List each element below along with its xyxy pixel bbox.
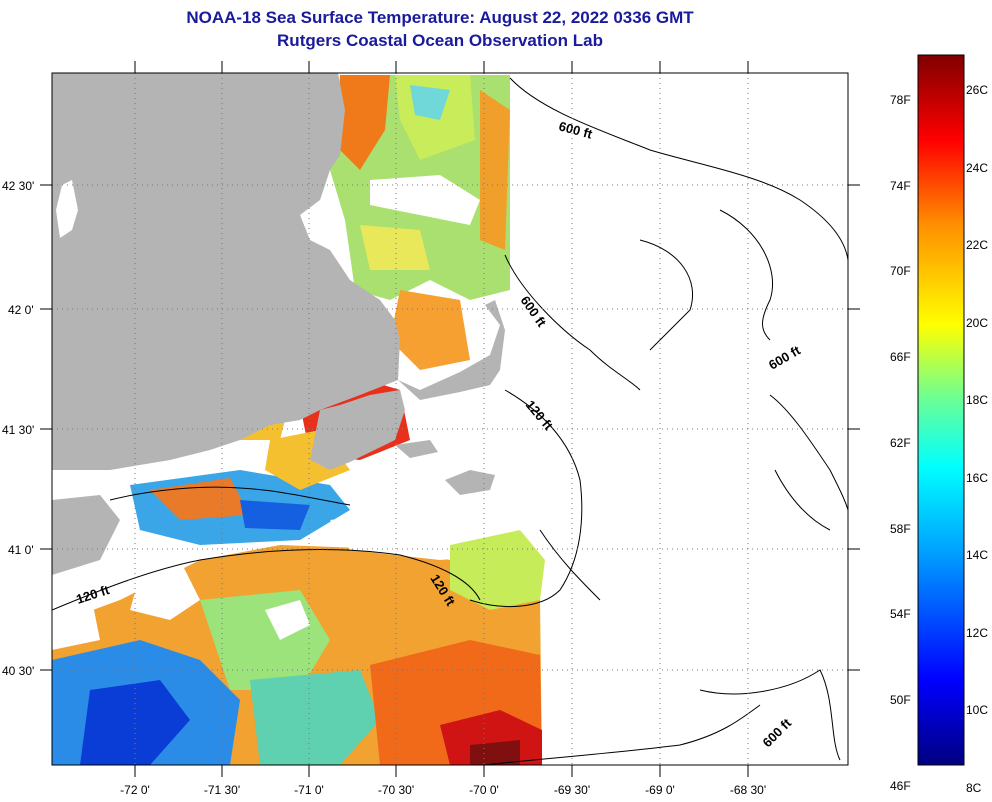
lat-label-42-30: 42 30' bbox=[2, 179, 34, 193]
lon-label-72-0: -72 0' bbox=[120, 783, 150, 797]
colorbar-f-label: 74F bbox=[890, 179, 911, 193]
colorbar-c-label: 22C bbox=[966, 238, 988, 252]
land bbox=[52, 73, 505, 575]
lat-label-41-30: 41 30' bbox=[2, 423, 34, 437]
graticule bbox=[52, 73, 848, 765]
contour-label-120ft-west: 120 ft bbox=[74, 582, 112, 607]
lat-label-42-0: 42 0' bbox=[8, 303, 34, 317]
colorbar-c-label: 10C bbox=[966, 703, 988, 717]
lat-label-40-30: 40 30' bbox=[2, 664, 34, 678]
colorbar-c-label: 14C bbox=[966, 548, 988, 562]
lon-label-71-0: -71 0' bbox=[294, 783, 324, 797]
colorbar-f-label: 66F bbox=[890, 350, 911, 364]
colorbar-c-label: 24C bbox=[966, 161, 988, 175]
colorbar bbox=[917, 54, 965, 766]
contour-label-600ft-north: 600 ft bbox=[557, 118, 594, 141]
colorbar-f-label: 54F bbox=[890, 607, 911, 621]
colorbar-c-label: 8C bbox=[966, 781, 982, 795]
lon-label-69-30: -69 30' bbox=[554, 783, 590, 797]
colorbar-f-label: 50F bbox=[890, 693, 911, 707]
colorbar-c-label: 16C bbox=[966, 471, 988, 485]
bathymetry-contours bbox=[52, 77, 848, 765]
colorbar-c-label: 20C bbox=[966, 316, 988, 330]
map-title: NOAA-18 Sea Surface Temperature: August … bbox=[186, 8, 694, 27]
map-frame bbox=[51, 72, 849, 766]
lon-label-71-30: -71 30' bbox=[204, 783, 240, 797]
colorbar-f-label: 58F bbox=[890, 522, 911, 536]
colorbar-f-label: 62F bbox=[890, 436, 911, 450]
contour-label-600ft-east: 600 ft bbox=[766, 342, 803, 372]
map-subtitle: Rutgers Coastal Ocean Observation Lab bbox=[277, 31, 603, 50]
colorbar-f-label: 70F bbox=[890, 264, 911, 278]
lon-label-70-0: -70 0' bbox=[469, 783, 499, 797]
colorbar-f-label: 78F bbox=[890, 93, 911, 107]
colorbar-c-label: 26C bbox=[966, 83, 988, 97]
contour-label-600ft-south: 600 ft bbox=[760, 715, 795, 750]
colorbar-f-label: 46F bbox=[890, 779, 911, 793]
lon-label-70-30: -70 30' bbox=[378, 783, 414, 797]
colorbar-c-label: 12C bbox=[966, 626, 988, 640]
tick-marks bbox=[40, 61, 860, 777]
colorbar-c-label: 18C bbox=[966, 393, 988, 407]
lat-label-41-0: 41 0' bbox=[8, 543, 34, 557]
sst-field bbox=[52, 75, 545, 765]
lon-label-69-0: -69 0' bbox=[645, 783, 675, 797]
contour-label-120ft-east: 120 ft bbox=[523, 397, 557, 433]
lon-label-68-30: -68 30' bbox=[730, 783, 766, 797]
